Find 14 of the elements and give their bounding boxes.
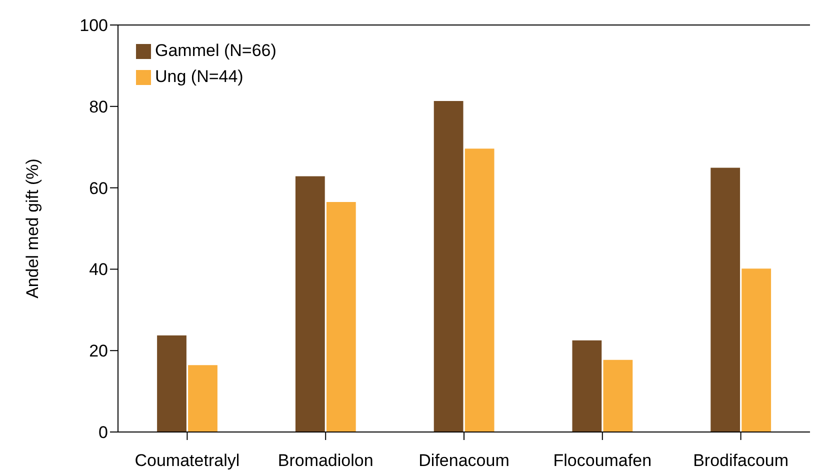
x-tick-label: Difenacoum <box>418 451 510 470</box>
y-tick-label: 0 <box>98 423 108 442</box>
x-tick-label: Flocoumafen <box>553 451 652 470</box>
x-tick-label: Brodifacoum <box>693 451 789 470</box>
x-tick-label: Coumatetralyl <box>134 451 240 470</box>
y-tick-label: 100 <box>80 16 108 36</box>
legend-label: Ung (N=44) <box>155 67 244 86</box>
x-tick-label: Bromadiolon <box>278 451 374 470</box>
y-tick-label: 80 <box>89 97 108 116</box>
y-tick-label: 40 <box>89 260 108 280</box>
y-axis-title: Andel med gift (%) <box>23 158 42 298</box>
y-tick-label: 60 <box>89 178 108 198</box>
legend-label: Gammel (N=66) <box>155 41 276 60</box>
y-tick-label: 20 <box>89 342 108 361</box>
